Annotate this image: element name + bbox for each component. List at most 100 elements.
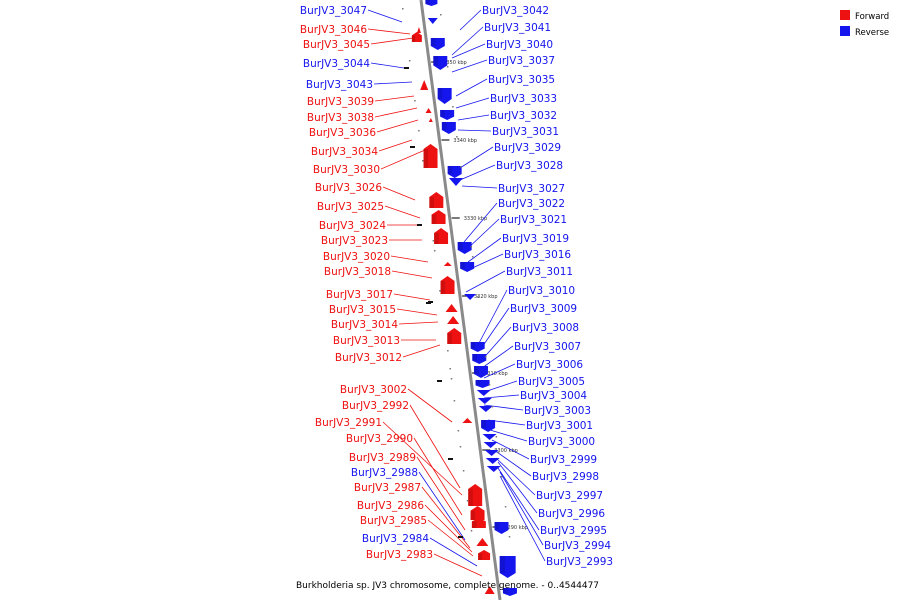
gene-label-left[interactable]: BurJV3_2989	[349, 452, 416, 464]
gene-label-right[interactable]: BurJV3_3004	[520, 390, 587, 402]
gene-label-right[interactable]: BurJV3_3022	[498, 198, 565, 210]
left-connector-line	[433, 553, 483, 577]
gene-label-left[interactable]: BurJV3_3018	[324, 266, 391, 278]
gene-label-right[interactable]: BurJV3_3011	[506, 266, 573, 278]
gene-label-right[interactable]: BurJV3_2994	[544, 540, 611, 552]
gene-label-left[interactable]: BurJV3_3012	[335, 352, 402, 364]
gene-label-left[interactable]: BurJV3_3002	[340, 384, 407, 396]
gene-label-right[interactable]: BurJV3_2997	[536, 490, 603, 502]
gene-label-right[interactable]: BurJV3_3041	[484, 22, 551, 34]
gene-shade	[425, 0, 430, 4]
gene-label-left[interactable]: BurJV3_3020	[323, 251, 390, 263]
minor-feature-dot	[485, 356, 487, 358]
gene-label-right[interactable]: BurJV3_2995	[540, 525, 607, 537]
gene-label-right[interactable]: BurJV3_3005	[518, 376, 585, 388]
gene-features	[402, 0, 517, 596]
reverse-gene-feature	[499, 556, 516, 578]
gene-arrow	[448, 178, 463, 186]
gene-label-left[interactable]: BurJV3_2986	[357, 500, 424, 512]
left-connector-line	[382, 421, 463, 496]
gene-label-right[interactable]: BurJV3_3040	[486, 39, 553, 51]
gene-body	[472, 354, 487, 364]
right-connector-line	[483, 394, 520, 399]
gene-label-left[interactable]: BurJV3_3038	[307, 112, 374, 124]
gene-label-left[interactable]: BurJV3_3015	[329, 304, 396, 316]
gene-label-left[interactable]: BurJV3_3014	[331, 319, 398, 331]
gene-label-left[interactable]: BurJV3_3026	[315, 182, 382, 194]
gene-label-right[interactable]: BurJV3_3021	[500, 214, 567, 226]
scale-tick-label: 3350 kbp	[443, 60, 467, 66]
gene-label-right[interactable]: BurJV3_3027	[498, 183, 565, 195]
left-connector-line	[370, 37, 414, 45]
gene-label-left[interactable]: BurJV3_2990	[346, 433, 413, 445]
reverse-gene-feature	[483, 442, 498, 448]
gene-label-right[interactable]: BurJV3_3007	[514, 341, 581, 353]
gene-label-right[interactable]: BurJV3_3003	[524, 405, 591, 417]
gene-label-left[interactable]: BurJV3_2992	[342, 400, 409, 412]
right-connector-line	[457, 114, 490, 121]
gene-label-right[interactable]: BurJV3_3033	[490, 93, 557, 105]
gene-body	[431, 210, 446, 224]
gene-arrow	[485, 458, 500, 464]
gene-label-right[interactable]: BurJV3_2993	[546, 556, 613, 568]
forward-gene-feature	[440, 276, 455, 294]
gene-body	[430, 38, 445, 50]
gene-label-left[interactable]: BurJV3_3017	[326, 289, 393, 301]
gene-label-right[interactable]: BurJV3_3035	[488, 74, 555, 86]
gene-label-left[interactable]: BurJV3_3036	[309, 127, 376, 139]
gene-label-right[interactable]: BurJV3_3028	[496, 160, 563, 172]
gene-label-right[interactable]: BurJV3_3031	[492, 126, 559, 138]
gene-label-left[interactable]: BurJV3_3013	[333, 335, 400, 347]
gene-label-left[interactable]: BurJV3_3044	[303, 58, 370, 70]
gene-label-right[interactable]: BurJV3_3009	[510, 303, 577, 315]
gene-label-left[interactable]: BurJV3_2987	[354, 482, 421, 494]
gene-label-right[interactable]: BurJV3_3010	[508, 285, 575, 297]
gene-label-right[interactable]: BurJV3_3001	[526, 420, 593, 432]
gene-label-left[interactable]: BurJV3_3045	[303, 39, 370, 51]
gene-label-left[interactable]: BurJV3_3047	[300, 5, 367, 17]
gene-shade	[430, 38, 436, 46]
gene-label-right[interactable]: BurJV3_3019	[502, 233, 569, 245]
minor-feature-dot	[460, 166, 462, 168]
gene-label-left[interactable]: BurJV3_2991	[315, 417, 382, 429]
gene-label-left[interactable]: BurJV3_3024	[319, 220, 386, 232]
forward-gene-feature	[416, 27, 421, 33]
forward-gene-feature	[429, 192, 444, 208]
gene-label-left[interactable]: BurJV3_2984	[362, 533, 429, 545]
gene-label-right[interactable]: BurJV3_2999	[530, 454, 597, 466]
reverse-gene-feature	[460, 262, 475, 272]
left-connector-line	[418, 471, 466, 541]
gene-label-right[interactable]: BurJV3_3042	[482, 5, 549, 17]
gene-arrow	[476, 538, 489, 546]
left-connector-line	[396, 308, 438, 316]
reverse-gene-feature	[457, 242, 472, 254]
gene-label-right[interactable]: BurJV3_3037	[488, 55, 555, 67]
right-connector-line	[493, 449, 532, 477]
gene-label-right[interactable]: BurJV3_3029	[494, 142, 561, 154]
gene-body	[470, 342, 485, 352]
gene-label-right[interactable]: BurJV3_2998	[532, 471, 599, 483]
gene-label-right[interactable]: BurJV3_3032	[490, 110, 557, 122]
gene-label-right[interactable]: BurJV3_2996	[538, 508, 605, 520]
gene-label-right[interactable]: BurJV3_3016	[504, 249, 571, 261]
gene-label-left[interactable]: BurJV3_3025	[317, 201, 384, 213]
gene-label-left[interactable]: BurJV3_3046	[300, 24, 367, 36]
right-connector-line	[457, 129, 492, 132]
scale-tick-label: 3290 kbp	[504, 525, 528, 531]
gene-label-left[interactable]: BurJV3_2985	[360, 515, 427, 527]
gene-label-left[interactable]: BurJV3_3030	[313, 164, 380, 176]
forward-gene-feature	[431, 210, 446, 224]
forward-gene-feature	[471, 518, 486, 528]
right-connector-line	[451, 59, 488, 73]
gene-label-left[interactable]: BurJV3_3023	[321, 235, 388, 247]
gene-label-left[interactable]: BurJV3_3039	[307, 96, 374, 108]
gene-label-left[interactable]: BurJV3_2983	[366, 549, 433, 561]
gene-label-left[interactable]: BurJV3_2988	[351, 467, 418, 479]
right-connector-line	[467, 237, 502, 263]
gene-label-left[interactable]: BurJV3_3034	[311, 146, 378, 158]
gene-label-right[interactable]: BurJV3_3006	[516, 359, 583, 371]
gene-label-left[interactable]: BurJV3_3043	[306, 79, 373, 91]
gene-label-right[interactable]: BurJV3_3000	[528, 436, 595, 448]
gene-label-right[interactable]: BurJV3_3008	[512, 322, 579, 334]
minor-feature-dot	[495, 436, 498, 438]
